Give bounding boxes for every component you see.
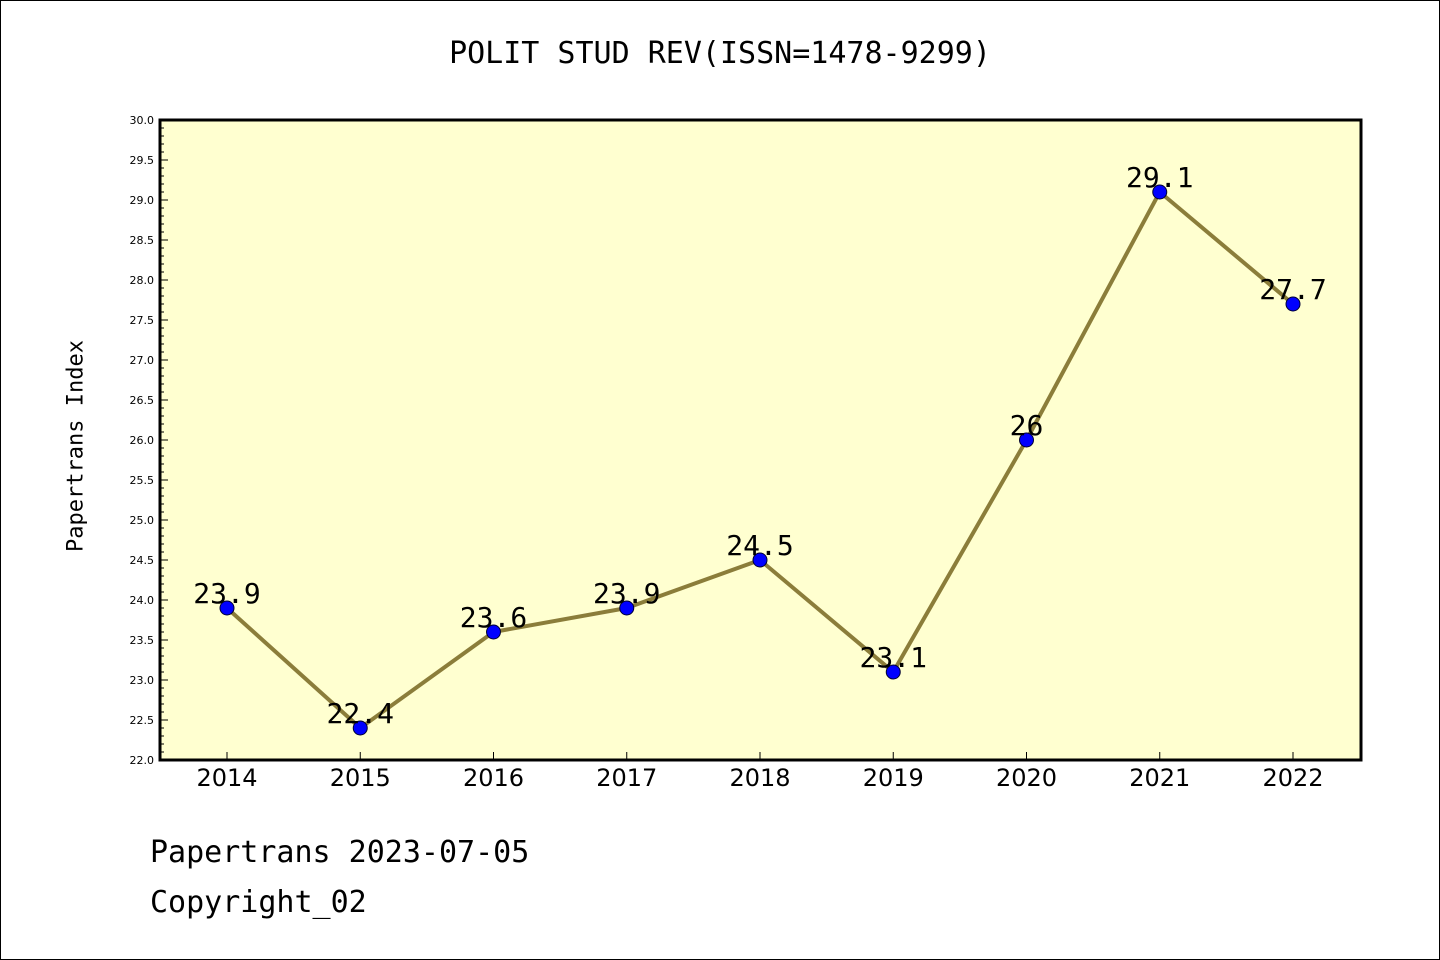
data-label: 23.9 [193, 577, 260, 610]
data-point [486, 624, 501, 640]
data-point [619, 600, 635, 616]
y-tick-label: 29.0 [130, 194, 155, 207]
plot-border [158, 118, 1363, 762]
data-point [352, 720, 368, 736]
y-tick-label: 24.0 [130, 594, 155, 607]
x-tick-label: 2018 [729, 764, 790, 792]
y-tick-label: 26.0 [130, 434, 155, 447]
data-label: 29.1 [1126, 161, 1193, 194]
chart-title: POLIT STUD REV(ISSN=1478-9299) [449, 36, 991, 71]
y-tick-label: 22.5 [130, 714, 155, 727]
y-tick-label: 25.5 [130, 474, 155, 487]
y-tick-label: 24.5 [130, 554, 155, 567]
x-tick-label: 2020 [996, 764, 1057, 792]
y-tick-label: 28.0 [130, 274, 155, 287]
x-tick-label: 2021 [1129, 764, 1190, 792]
data-label: 23.9 [593, 577, 660, 610]
x-tick-label: 2016 [463, 764, 524, 792]
footer-copyright: Copyright_02 [150, 885, 367, 920]
data-point [752, 552, 768, 568]
y-tick-label: 29.5 [130, 154, 155, 167]
y-tick-label: 28.5 [130, 234, 155, 247]
data-point [219, 600, 235, 616]
y-tick-label: 27.0 [130, 354, 155, 367]
plot-area [160, 120, 1361, 760]
y-tick-label: 22.0 [130, 754, 155, 767]
data-labels: 23.9 22.4 23.6 23.9 24.5 23.1 26 29.1 27.7 [193, 161, 1326, 730]
data-point [1019, 432, 1034, 448]
data-label: 23.6 [460, 601, 527, 634]
y-tick-label: 27.5 [130, 314, 155, 327]
data-label: 22.4 [327, 697, 394, 730]
x-tick-label: 2017 [596, 764, 657, 792]
y-tick-label: 26.5 [130, 394, 155, 407]
data-point [885, 664, 901, 680]
data-label: 23.1 [860, 641, 927, 674]
series-markers [219, 184, 1301, 736]
x-tick-label: 2015 [330, 764, 391, 792]
y-tick-label: 23.0 [130, 674, 155, 687]
x-axis: 2014 2015 2016 2017 2018 2019 2020 2021 2022 [196, 752, 1324, 792]
x-tick-label: 2014 [196, 764, 257, 792]
x-tick-label: 2019 [863, 764, 924, 792]
data-point [1152, 184, 1168, 200]
footer-date: Papertrans 2023-07-05 [150, 835, 530, 870]
y-tick-label: 23.5 [130, 634, 155, 647]
x-tick-label: 2022 [1262, 764, 1323, 792]
y-tick-label: 30.0 [130, 114, 155, 127]
data-label: 24.5 [726, 529, 793, 562]
data-label: 26 [1010, 409, 1044, 442]
y-tick-label: 25.0 [130, 514, 155, 527]
data-label: 27.7 [1259, 273, 1326, 306]
data-point [1285, 296, 1301, 312]
